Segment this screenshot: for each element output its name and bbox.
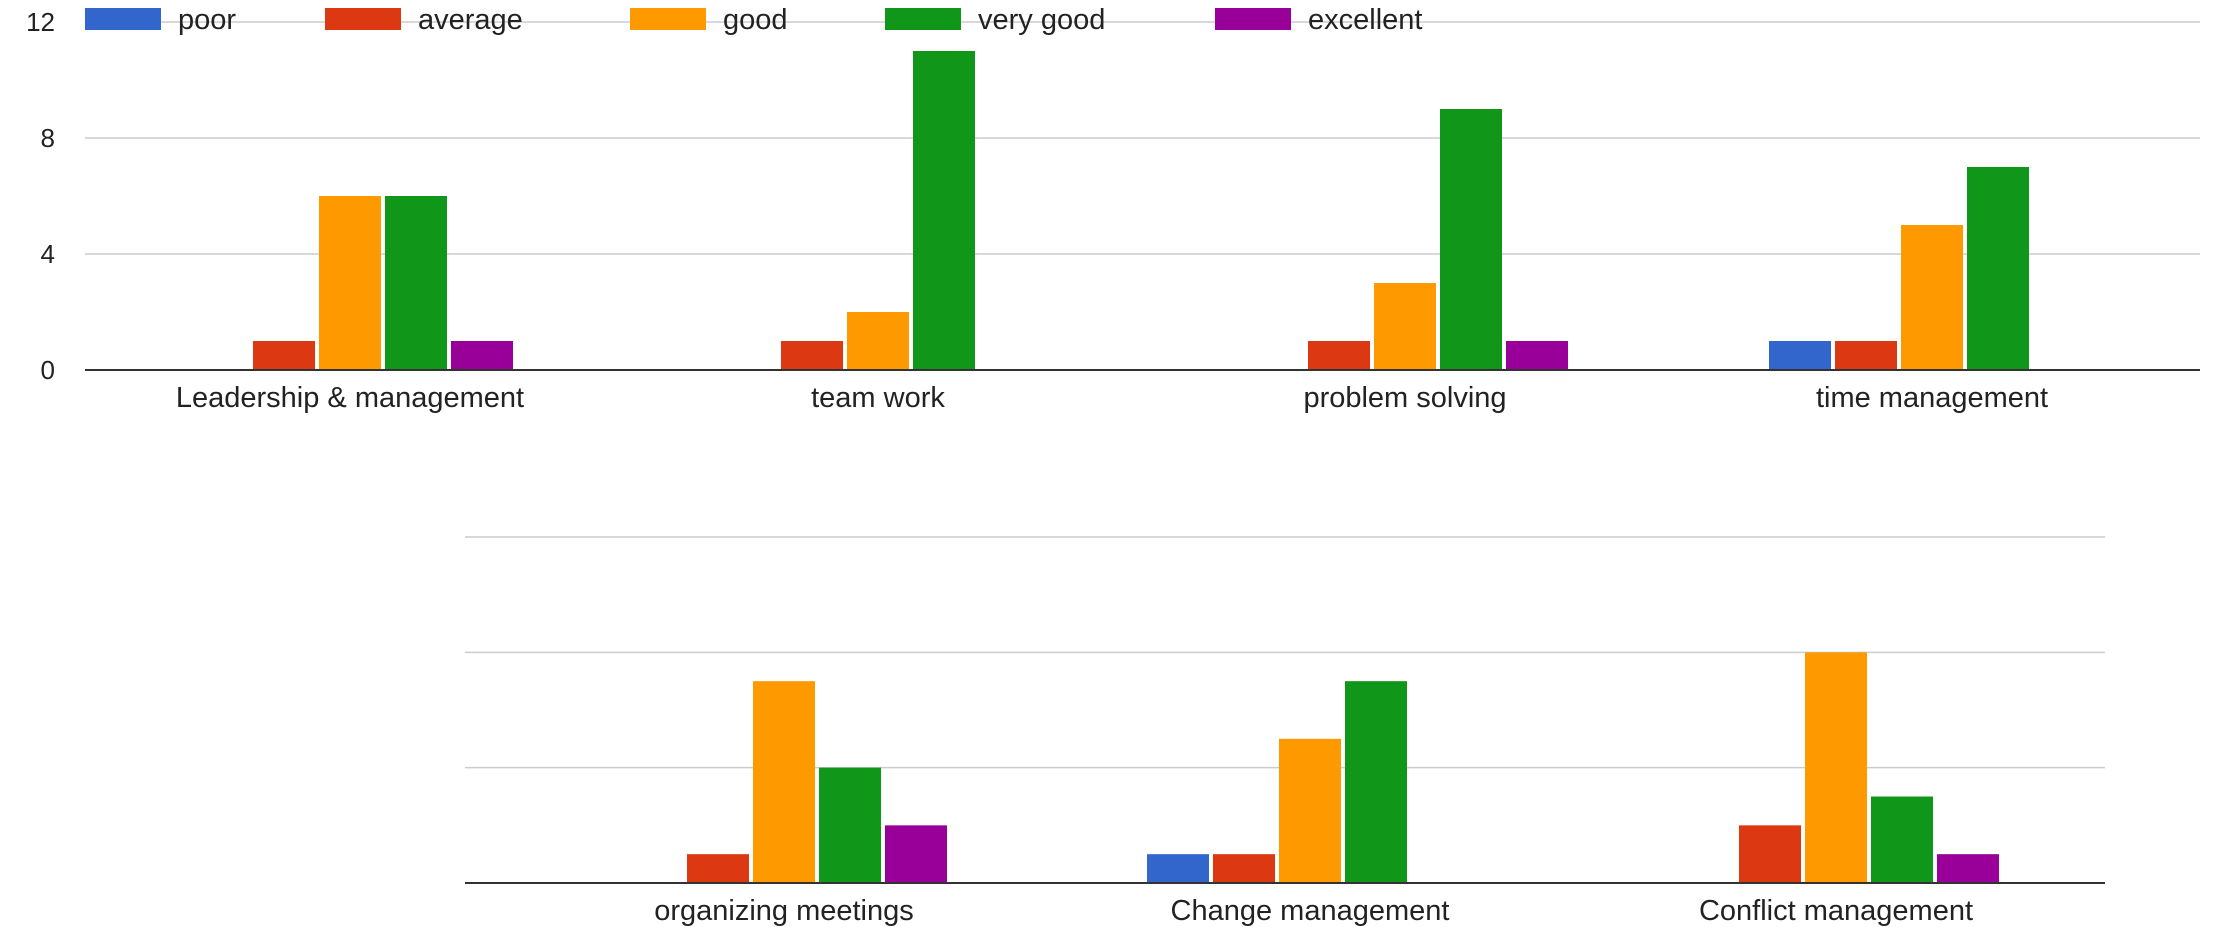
bar bbox=[781, 341, 843, 370]
legend-label: good bbox=[723, 4, 788, 36]
bar bbox=[385, 196, 447, 370]
bar bbox=[1835, 341, 1897, 370]
y-tick-label: 12 bbox=[26, 7, 55, 37]
category-label: organizing meetings bbox=[654, 895, 914, 927]
bar bbox=[1901, 225, 1963, 370]
category-label: team work bbox=[811, 382, 945, 414]
bar bbox=[687, 854, 749, 883]
category-label: problem solving bbox=[1303, 382, 1506, 414]
category-label: Change management bbox=[1171, 895, 1450, 927]
bar bbox=[253, 341, 315, 370]
bar bbox=[1279, 738, 1341, 883]
legend-label: excellent bbox=[1308, 4, 1422, 36]
legend-swatch bbox=[630, 8, 706, 30]
bar bbox=[1308, 341, 1370, 370]
y-tick-label: 4 bbox=[41, 239, 55, 269]
legend-label: very good bbox=[978, 4, 1105, 36]
bar bbox=[753, 681, 815, 883]
bar bbox=[1147, 854, 1209, 883]
bar bbox=[1440, 109, 1502, 370]
bar bbox=[1805, 652, 1867, 883]
bar bbox=[1374, 283, 1436, 370]
bar bbox=[319, 196, 381, 370]
bar bbox=[1871, 796, 1933, 883]
category-label: Conflict management bbox=[1699, 895, 1973, 927]
bar bbox=[1345, 681, 1407, 883]
bar bbox=[913, 51, 975, 370]
bar bbox=[819, 767, 881, 883]
y-tick-label: 8 bbox=[41, 123, 55, 153]
category-label: time management bbox=[1816, 382, 2048, 414]
bar bbox=[1769, 341, 1831, 370]
legend-swatch bbox=[85, 8, 161, 30]
bar bbox=[1506, 341, 1568, 370]
legend-swatch bbox=[1215, 8, 1291, 30]
bar bbox=[847, 312, 909, 370]
bar bbox=[885, 825, 947, 883]
legend-label: poor bbox=[178, 4, 236, 36]
bar bbox=[451, 341, 513, 370]
bar bbox=[1937, 854, 1999, 883]
bar bbox=[1739, 825, 1801, 883]
legend-label: average bbox=[418, 4, 523, 36]
y-tick-label: 0 bbox=[41, 355, 55, 385]
bar bbox=[1213, 854, 1275, 883]
legend-swatch bbox=[885, 8, 961, 30]
category-label: Leadership & management bbox=[176, 382, 524, 414]
legend-swatch bbox=[325, 8, 401, 30]
bar bbox=[1967, 167, 2029, 370]
